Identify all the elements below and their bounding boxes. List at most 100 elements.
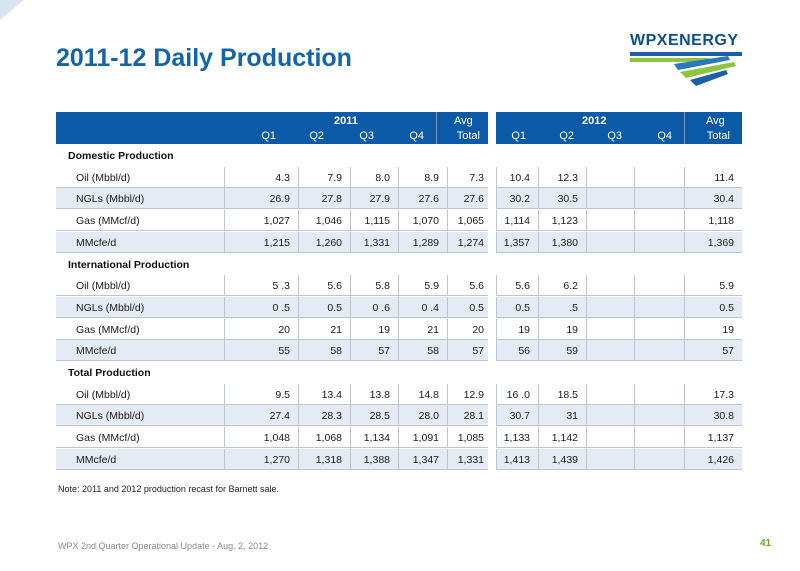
cell-2011: 5.6 xyxy=(327,280,342,293)
row-band xyxy=(496,405,742,427)
cell-2011: 0.5 xyxy=(469,301,484,314)
cell-divider xyxy=(224,296,225,318)
cell-divider xyxy=(447,275,448,297)
cell-divider xyxy=(224,188,225,210)
cell-divider xyxy=(586,166,587,188)
cell-2011: 5.9 xyxy=(424,280,439,293)
avg-label-2011: Avg xyxy=(454,115,473,127)
cell-divider xyxy=(398,231,399,253)
header-divider xyxy=(684,112,685,144)
section-title: Domestic Production xyxy=(68,150,174,162)
year-label-2011: 2011 xyxy=(334,115,358,127)
cell-divider xyxy=(538,188,539,210)
cell-2011: 58 xyxy=(330,345,342,358)
cell-divider xyxy=(398,210,399,232)
cell-divider xyxy=(586,188,587,210)
cell-2011: 14.8 xyxy=(418,388,439,401)
section-header: International Production xyxy=(56,254,742,275)
cell-2011: 4.3 xyxy=(275,171,290,184)
section-header: Domestic Production xyxy=(56,145,742,166)
cell-divider xyxy=(496,210,497,232)
cell-2012: 19 xyxy=(566,323,578,336)
row-band xyxy=(56,405,488,427)
cell-divider xyxy=(398,188,399,210)
cell-2012: .5 xyxy=(569,301,578,314)
cell-divider xyxy=(496,188,497,210)
table-row: MMcfe/d 1,270 1,318 1,388 1,347 1,331 1,413 1,4… xyxy=(56,448,742,470)
cell-divider xyxy=(298,383,299,405)
cell-divider xyxy=(447,166,448,188)
col-q4-2011: Q4 xyxy=(409,130,424,142)
row-band xyxy=(496,231,742,253)
cell-2011: 1,260 xyxy=(315,236,342,249)
cell-divider xyxy=(496,296,497,318)
cell-divider xyxy=(496,340,497,362)
cell-2011: 13.4 xyxy=(321,388,342,401)
cell-2011: 7.9 xyxy=(327,171,342,184)
cell-2012: 12.3 xyxy=(557,171,578,184)
col-q2-2011: Q2 xyxy=(309,130,324,142)
cell-2012: 1,413 xyxy=(503,453,530,466)
table-row: Oil (Mbbl/d) 4.3 7.9 8.0 8.9 7.3 10.4 12.3 11.4 xyxy=(56,166,742,188)
cell-divider xyxy=(586,405,587,427)
col-q3-2012: Q3 xyxy=(607,130,622,142)
cell-2011: 1,027 xyxy=(263,215,290,228)
cell-divider xyxy=(298,340,299,362)
row-band xyxy=(496,340,742,362)
cell-2011: 27.4 xyxy=(269,410,290,423)
cell-2011: 8.0 xyxy=(375,171,390,184)
cell-2012: 1,142 xyxy=(551,432,578,445)
cell-divider xyxy=(684,340,685,362)
cell-2011: 1,065 xyxy=(457,215,484,228)
cell-divider xyxy=(684,318,685,340)
cell-divider xyxy=(447,383,448,405)
cell-divider xyxy=(634,448,635,470)
row-band xyxy=(56,296,488,318)
row-label: Gas (MMcf/d) xyxy=(76,215,140,228)
cell-divider xyxy=(350,318,351,340)
cell-divider xyxy=(538,210,539,232)
cell-divider xyxy=(447,318,448,340)
cell-2012: 1,439 xyxy=(551,453,578,466)
cell-2012: 30.7 xyxy=(509,410,530,423)
cell-2011: 0 .5 xyxy=(272,301,290,314)
cell-divider xyxy=(224,166,225,188)
cell-2011: 5.6 xyxy=(469,280,484,293)
cell-divider xyxy=(350,448,351,470)
cell-2011: 57 xyxy=(378,345,390,358)
cell-2011: 1,318 xyxy=(315,453,342,466)
cell-divider xyxy=(634,166,635,188)
row-label: NGLs (Mbbl/d) xyxy=(76,410,145,423)
cell-2011: 27.8 xyxy=(321,193,342,206)
cell-divider xyxy=(634,188,635,210)
footer-text: WPX 2nd Quarter Operational Update - Aug… xyxy=(58,541,269,551)
cell-2012: 1,380 xyxy=(551,236,578,249)
cell-divider xyxy=(398,383,399,405)
table-row: Oil (Mbbl/d) 9.5 13.4 13.8 14.8 12.9 16 .0 18.5… xyxy=(56,383,742,405)
cell-2012: 18.5 xyxy=(557,388,578,401)
cell-2011: 27.9 xyxy=(369,193,390,206)
cell-divider xyxy=(538,166,539,188)
cell-divider xyxy=(447,231,448,253)
cell-2011: 28.1 xyxy=(463,410,484,423)
row-band xyxy=(56,384,488,405)
cell-2011: 5.8 xyxy=(375,280,390,293)
cell-divider xyxy=(538,318,539,340)
row-label: MMcfe/d xyxy=(76,236,117,249)
cell-divider xyxy=(684,166,685,188)
cell-divider xyxy=(496,448,497,470)
cell-divider xyxy=(538,427,539,449)
cell-2011: 1,091 xyxy=(412,432,439,445)
cell-divider xyxy=(496,231,497,253)
cell-divider xyxy=(350,296,351,318)
cell-divider xyxy=(298,296,299,318)
cell-2012: 17.3 xyxy=(713,388,734,401)
cell-2011: 28.0 xyxy=(418,410,439,423)
cell-2011: 9.5 xyxy=(275,388,290,401)
row-band xyxy=(496,448,742,470)
col-q2-2012: Q2 xyxy=(559,130,574,142)
cell-divider xyxy=(634,383,635,405)
cell-divider xyxy=(447,340,448,362)
cell-2011: 21 xyxy=(330,323,342,336)
cell-divider xyxy=(398,296,399,318)
